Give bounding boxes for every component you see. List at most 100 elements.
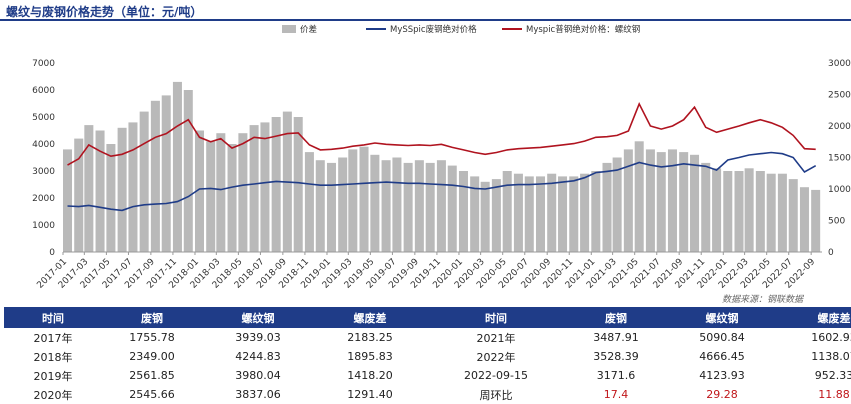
spread-bar [645,149,655,252]
source-note: 数据来源：钢联数据 [721,295,803,305]
spread-bar [216,133,226,252]
table-cell: 3939.03 [235,331,281,344]
spread-bar [392,157,402,252]
y-right-tick-label: 3000 [828,59,851,69]
table-row: 2018年 2349.00 4244.83 1895.83 2022年 3528… [4,347,851,366]
spread-bar [623,149,633,252]
header-spread-1: 螺废差 [314,307,426,328]
scrap-price-line [67,151,817,212]
table-cell: 2022年 [476,350,516,364]
spread-bar [690,154,700,252]
spread-bar [755,171,765,252]
y-left-tick-label: 3000 [32,167,55,177]
spread-bar [194,130,205,252]
table-cell: 17.4 [603,388,629,401]
spread-bar [304,152,314,252]
spread-bar [249,125,259,252]
y-left-tick-label: 6000 [32,86,55,96]
spread-bar [788,179,798,252]
table-cell: 2561.85 [129,369,175,382]
spread-bar [491,179,501,252]
y-left-tick-label: 2000 [32,194,55,204]
chart-title: 螺纹与废钢价格走势（单位：元/吨） [6,5,203,19]
header-time-2: 时间 [426,307,566,328]
table-cell: 2019年 [33,369,73,383]
price-table: 时间 废钢 螺纹钢 螺废差 时间 废钢 螺纹钢 螺废差 2017年 1755.7… [4,307,851,404]
spread-bar [381,160,391,252]
spread-bar [348,149,358,252]
spread-bar [150,100,160,252]
table-row: 2020年 2545.66 3837.06 1291.40 周环比 17.4 2… [4,385,851,404]
spread-bar [106,144,116,252]
spread-bar [338,157,348,252]
table-cell: 11.88 [818,388,850,401]
spread-bar [128,122,138,253]
spread-bar [734,171,744,252]
spread-bar [811,189,821,252]
spread-bar [238,133,248,252]
spread-bar [315,160,325,252]
spread-bar [634,141,644,252]
legend-label: Myspic普钢绝对价格：螺纹钢 [526,24,640,35]
spread-bar [480,181,490,252]
spread-bar [425,162,435,252]
spread-bar [558,176,568,252]
table-cell: 4123.93 [699,369,745,382]
header-rebar-2: 螺纹钢 [666,307,778,328]
header-scrap-1: 废钢 [102,307,202,328]
table-cell: 2018年 [33,350,73,364]
y-right-tick-label: 2000 [828,122,851,132]
spread-bar [744,168,754,252]
y-left-tick-label: 5000 [32,113,55,123]
spread-bar [612,157,622,252]
table-cell: 周环比 [479,388,513,402]
table-cell: 2545.66 [129,388,175,401]
legend-label: 价差 [300,24,317,35]
spread-bar [547,173,557,252]
spread-bar [436,160,446,252]
y-left-tick-label: 1000 [32,221,55,231]
table-cell: 2017年 [33,331,73,345]
table-cell: 2021年 [476,331,516,345]
table-cell: 2183.25 [347,331,393,344]
spread-bar [271,117,281,252]
table-header-row: 时间 废钢 螺纹钢 螺废差 时间 废钢 螺纹钢 螺废差 [4,307,851,328]
table-cell: 2022-09-15 [464,369,528,382]
table-row: 2019年 2561.85 3980.04 1418.20 2022-09-15… [4,366,851,385]
table-cell: 1602.93 [811,331,851,344]
table-cell: 3487.91 [593,331,639,344]
spread-bar [183,90,193,252]
rebar-price-line [67,101,816,166]
spread-bar [172,81,182,253]
spread-bar [656,152,666,252]
spread-bar [139,111,149,252]
table-cell: 3837.06 [235,388,281,401]
spread-bar [569,176,579,252]
spread-bar [161,95,171,253]
spread-bar [63,149,73,252]
spread-bar [766,173,776,252]
spread-bar [117,127,127,252]
spread-bar [414,160,424,252]
spread-bar [447,165,457,252]
title-rule [0,19,851,21]
table-cell: 1291.40 [347,388,393,401]
spread-bar [513,173,523,252]
legend-label: MySSpic废钢绝对价格 [390,24,477,35]
spread-bar [95,130,105,252]
y-right-tick-label: 0 [828,248,834,258]
spread-bar [723,171,733,252]
price-chart: 0 1000 2000 3000 4000 5000 6000 7000 0 500 1000 150… [32,24,851,291]
spread-bar [293,117,303,252]
table-cell: 2020年 [33,388,73,402]
spread-bar [206,141,216,252]
spread-bar [524,176,534,252]
spread-bar [470,176,480,252]
table-cell: 3171.6 [596,369,636,382]
spread-bar [679,152,689,252]
table-cell: 4244.83 [235,350,281,363]
y-left-tick-label: 7000 [32,59,55,69]
spread-bar [701,162,711,252]
table-row: 2017年 1755.78 3939.03 2183.25 2021年 3487… [4,328,851,347]
spread-bar [326,162,336,252]
